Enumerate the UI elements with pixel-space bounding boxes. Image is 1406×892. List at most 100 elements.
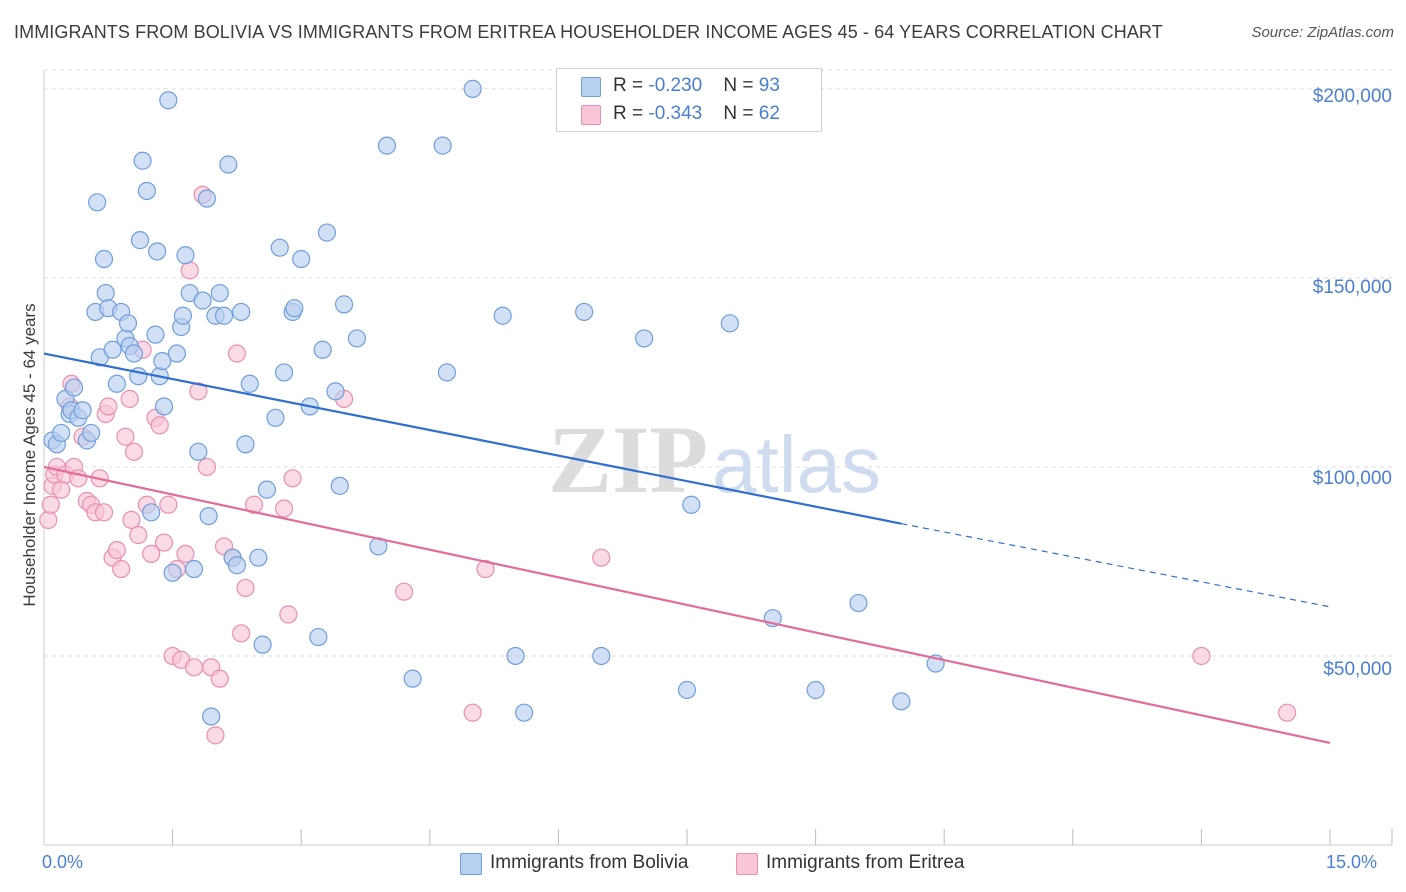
bolivia-point [193, 291, 212, 310]
eritrea-point [210, 669, 229, 688]
bolivia-point [159, 91, 178, 110]
eritrea-trend-line [43, 465, 1331, 745]
eritrea-point [206, 726, 225, 745]
y-tick-label-200000: $200,000 [1312, 86, 1392, 107]
bolivia-point [334, 295, 354, 314]
bolivia-point [176, 246, 195, 265]
legend-n-label: N = [723, 103, 759, 124]
eritrea-point [122, 510, 141, 529]
bolivia-point [103, 340, 122, 359]
bottom-legend-swatch-eritrea [736, 853, 758, 875]
bolivia-point [285, 299, 304, 318]
bolivia-point [266, 408, 285, 427]
bolivia-point [292, 249, 311, 269]
bolivia-point [257, 480, 277, 499]
bolivia-point [677, 680, 697, 700]
bolivia-trend-extension [901, 523, 1331, 608]
bolivia-point [214, 306, 234, 325]
bolivia-point [82, 423, 101, 443]
source-label: Source: ZipAtlas.com [1251, 24, 1394, 41]
legend-r-value-eritrea: -0.343 [648, 103, 703, 124]
bolivia-point [148, 242, 167, 261]
eritrea-point [99, 397, 118, 416]
bolivia-point [167, 344, 186, 363]
bottom-legend-swatch-bolivia [460, 853, 482, 875]
bolivia-point [236, 435, 255, 454]
bolivia-point [64, 378, 84, 397]
y-tick-label-50000: $50,000 [1323, 659, 1392, 680]
bolivia-point [720, 314, 739, 333]
eritrea-point [159, 495, 178, 514]
bolivia-point [377, 136, 397, 155]
bolivia-point [88, 193, 107, 212]
bolivia-point [133, 151, 152, 170]
bolivia-point [154, 397, 174, 416]
eritrea-point [39, 510, 58, 529]
bolivia-point [124, 344, 144, 363]
eritrea-point [227, 344, 246, 363]
eritrea-point [154, 533, 174, 552]
x-tick-label-max: 15.0% [1326, 852, 1378, 872]
bolivia-point [806, 680, 825, 700]
bolivia-point [146, 325, 165, 344]
watermark-zip: ZIP [548, 406, 708, 513]
bolivia-point [347, 329, 367, 348]
eritrea-point [274, 499, 294, 518]
eritrea-point [1278, 703, 1297, 722]
bottom-legend-label-eritrea: Immigrants from Eritrea [766, 852, 965, 873]
bottom-legend-eritrea: Immigrants from Eritrea [736, 852, 996, 876]
eritrea-point [394, 582, 414, 601]
eritrea-point [283, 469, 302, 488]
bolivia-point [330, 476, 349, 495]
bolivia-point [52, 423, 71, 443]
bolivia-point [274, 363, 294, 382]
trend-lines [43, 352, 1331, 745]
eritrea-point [476, 559, 495, 579]
bolivia-point [137, 181, 156, 201]
legend-n-value-bolivia: 93 [758, 75, 780, 96]
bolivia-point [317, 223, 337, 242]
bolivia-point [118, 314, 138, 333]
eritrea-point [232, 624, 251, 643]
bolivia-point [219, 155, 238, 174]
bolivia-point [270, 238, 289, 257]
bolivia-point [240, 374, 259, 393]
bolivia-point [326, 382, 345, 401]
x-tick-label-min: 0.0% [42, 852, 84, 872]
bolivia-point [197, 189, 216, 208]
bolivia-point [892, 692, 911, 711]
eritrea-point [176, 544, 195, 564]
bolivia-point [433, 136, 452, 155]
bolivia-point [849, 593, 868, 613]
bolivia-point [142, 503, 161, 522]
eritrea-point [150, 416, 169, 435]
bolivia-point [163, 563, 182, 582]
eritrea-point [197, 457, 216, 477]
bolivia-point [130, 231, 150, 250]
eritrea-point [236, 578, 255, 598]
bolivia-points [43, 79, 945, 726]
eritrea-point [107, 541, 126, 560]
legend-r-label: R = [613, 103, 649, 124]
eritrea-point [592, 548, 611, 567]
eritrea-point [120, 389, 139, 409]
eritrea-point [116, 427, 135, 446]
bolivia-point [592, 646, 611, 666]
bolivia-point [635, 329, 654, 348]
bolivia-point [515, 703, 534, 722]
bolivia-point [506, 646, 525, 666]
bolivia-point [184, 559, 204, 579]
y-tick-label-150000: $150,000 [1312, 277, 1392, 298]
bolivia-point [249, 548, 268, 567]
bottom-legend-bolivia: Immigrants from Bolivia [460, 852, 720, 876]
y-tick-label-100000: $100,000 [1312, 468, 1392, 489]
legend-swatch-bolivia [581, 77, 601, 97]
bolivia-point [199, 506, 218, 526]
bolivia-point [575, 302, 594, 322]
bolivia-point [463, 79, 482, 99]
watermark-atlas: atlas [712, 420, 881, 509]
eritrea-point [124, 442, 144, 461]
legend-r-value-bolivia: -0.230 [648, 75, 703, 96]
eritrea-point [142, 544, 161, 564]
